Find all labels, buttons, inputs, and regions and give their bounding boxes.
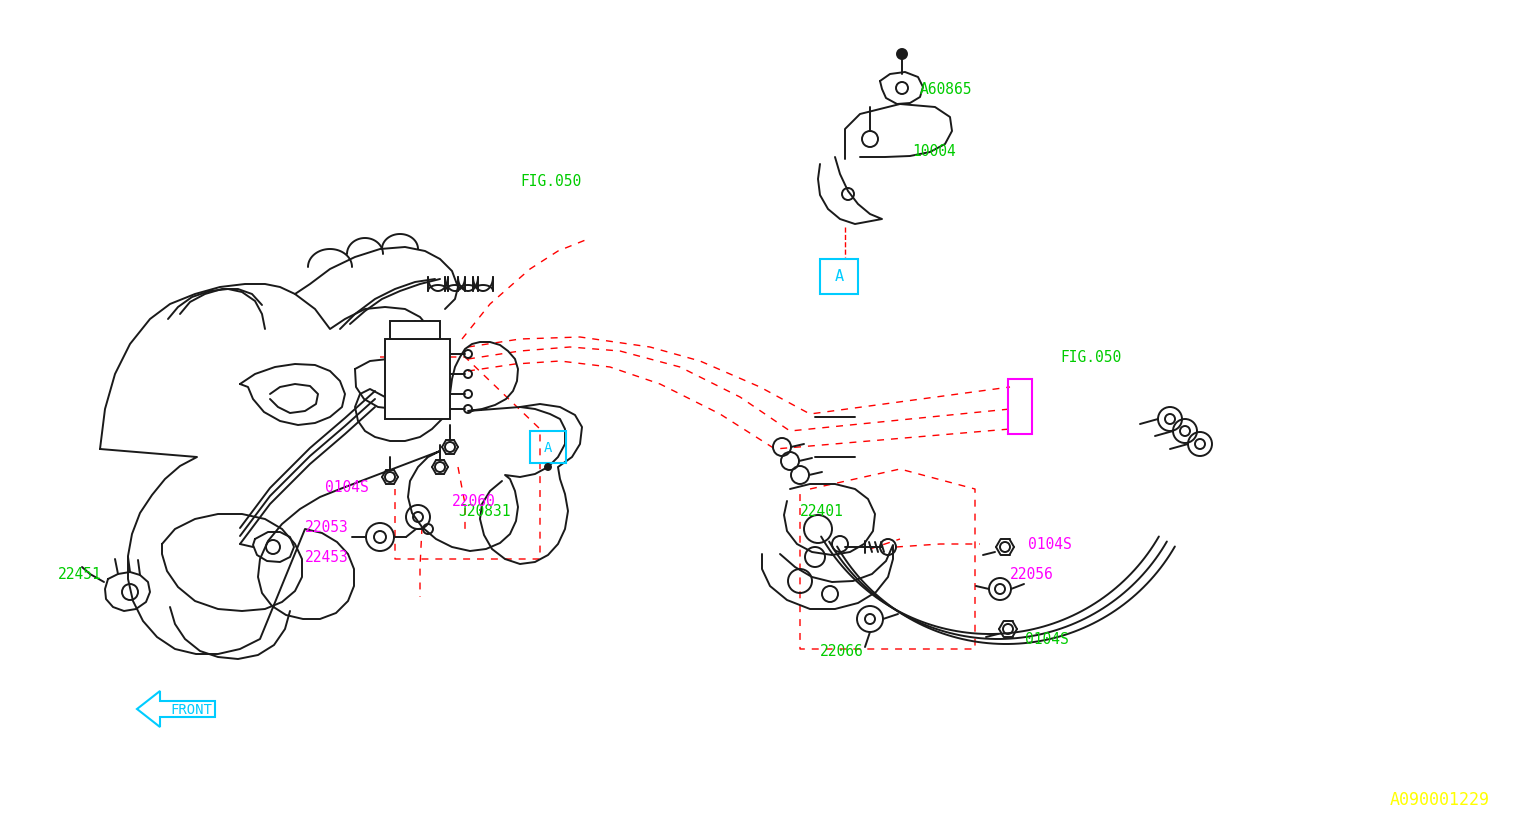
Text: A090001229: A090001229 [1390,790,1490,808]
Bar [391,322,440,340]
Text: J20831: J20831 [458,504,511,519]
Text: A: A [544,441,552,455]
Circle shape [544,465,551,471]
Circle shape [897,50,907,60]
Text: FRONT: FRONT [171,702,212,716]
Bar [384,340,451,419]
Text: 22401: 22401 [800,504,844,519]
Text: 0104S: 0104S [1024,632,1069,647]
Bar [531,432,566,463]
Bar [1007,380,1032,434]
Text: 22453: 22453 [305,550,349,565]
Text: 22066: 22066 [820,643,864,658]
Text: 22056: 22056 [1010,566,1054,582]
Text: FIG.050: FIG.050 [1060,350,1121,365]
Text: 22060: 22060 [452,494,495,509]
Text: 10004: 10004 [912,145,955,160]
Text: 22451: 22451 [58,566,102,582]
Text: 0104S: 0104S [325,480,369,495]
Text: FIG.050: FIG.050 [520,174,581,189]
Text: 22053: 22053 [305,520,349,535]
Text: A60865: A60865 [920,83,972,98]
Text: A: A [835,269,843,284]
Bar [820,260,858,294]
Text: 0104S: 0104S [1027,537,1072,552]
